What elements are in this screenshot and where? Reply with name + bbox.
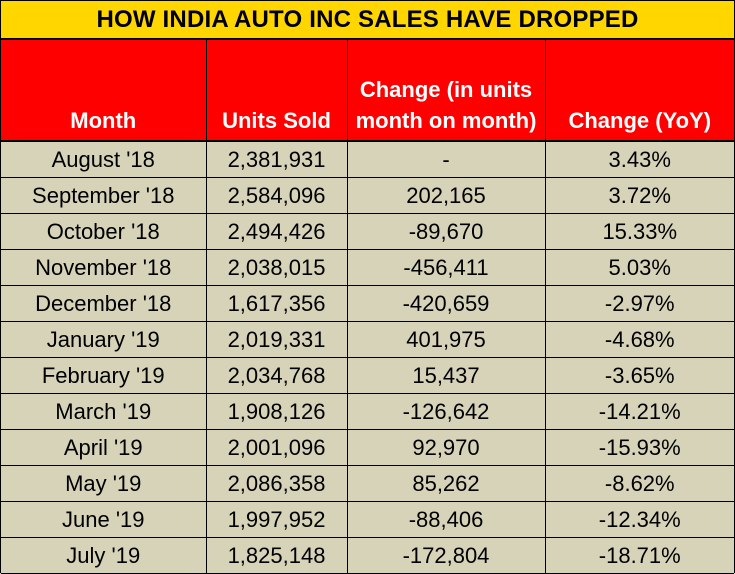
cell-change-yoy: 15.33% <box>544 213 734 250</box>
cell-units-sold: 2,494,426 <box>205 213 348 250</box>
table-body: August '18 2,381,931-3.43% September '18 2,… <box>1 140 734 574</box>
table-row: August '18 2,381,931-3.43% <box>1 140 734 178</box>
cell-change-yoy: -2.97% <box>544 285 734 322</box>
header-month: Month <box>1 40 207 142</box>
table-row: January '19 2,019,331 401,975 -4.68% <box>1 321 734 358</box>
cell-change-mom: 15,437 <box>346 357 546 394</box>
cell-change-mom: 85,262 <box>346 465 546 502</box>
cell-month: July '19 <box>1 537 207 574</box>
cell-month: August '18 <box>1 140 207 178</box>
table-row: September '18 2,584,096 202,165 3.72% <box>1 177 734 214</box>
cell-change-yoy: -12.34% <box>544 501 734 538</box>
cell-change-mom: -420,659 <box>346 285 546 322</box>
table-row: November '18 2,038,015 -456,411 5.03% <box>1 249 734 286</box>
table-row: May '19 2,086,358 85,262 -8.62% <box>1 465 734 502</box>
cell-units-sold: 1,997,952 <box>205 501 348 538</box>
cell-change-mom: 401,975 <box>346 321 546 358</box>
cell-month: March '19 <box>1 393 207 430</box>
table-row: April '19 2,001,096 92,970 -15.93% <box>1 429 734 466</box>
table-row: December '18 1,617,356 -420,659 -2.97% <box>1 285 734 322</box>
header-change-yoy: Change (YoY) <box>544 40 734 142</box>
cell-month: January '19 <box>1 321 207 358</box>
cell-change-yoy: 3.72% <box>544 177 734 214</box>
header-units-sold: Units Sold <box>205 40 348 142</box>
cell-change-mom: -88,406 <box>346 501 546 538</box>
cell-units-sold: 2,086,358 <box>205 465 348 502</box>
cell-change-yoy: -14.21% <box>544 393 734 430</box>
cell-change-yoy: 3.43% <box>544 140 734 178</box>
cell-units-sold: 2,038,015 <box>205 249 348 286</box>
cell-units-sold: 2,584,096 <box>205 177 348 214</box>
cell-month: June '19 <box>1 501 207 538</box>
cell-change-yoy: -15.93% <box>544 429 734 466</box>
cell-units-sold: 1,617,356 <box>205 285 348 322</box>
cell-month: May '19 <box>1 465 207 502</box>
cell-change-yoy: -18.71% <box>544 537 734 574</box>
cell-change-mom: -456,411 <box>346 249 546 286</box>
cell-units-sold: 2,001,096 <box>205 429 348 466</box>
cell-change-mom: -172,804 <box>346 537 546 574</box>
cell-change-yoy: -8.62% <box>544 465 734 502</box>
table-row: June '19 1,997,952 -88,406 -12.34% <box>1 501 734 538</box>
sales-table: Month Units Sold Change (in units month … <box>1 40 734 574</box>
cell-change-mom: 202,165 <box>346 177 546 214</box>
cell-month: April '19 <box>1 429 207 466</box>
chart-title: HOW INDIA AUTO INC SALES HAVE DROPPED <box>1 1 734 40</box>
cell-month: February '19 <box>1 357 207 394</box>
cell-month: October '18 <box>1 213 207 250</box>
cell-change-mom: 92,970 <box>346 429 546 466</box>
header-change-mom: Change (in units month on month) <box>346 40 546 142</box>
table-row: July '19 1,825,148 -172,804 -18.71% <box>1 537 734 574</box>
cell-change-yoy: 5.03% <box>544 249 734 286</box>
cell-units-sold: 1,825,148 <box>205 537 348 574</box>
cell-month: December '18 <box>1 285 207 322</box>
cell-units-sold: 2,381,931 <box>205 140 348 178</box>
cell-units-sold: 2,019,331 <box>205 321 348 358</box>
cell-change-yoy: -3.65% <box>544 357 734 394</box>
table-row: February '19 2,034,768 15,437 -3.65% <box>1 357 734 394</box>
header-row: Month Units Sold Change (in units month … <box>1 40 734 142</box>
cell-units-sold: 1,908,126 <box>205 393 348 430</box>
cell-month: September '18 <box>1 177 207 214</box>
table-row: March '19 1,908,126 -126,642 -14.21% <box>1 393 734 430</box>
cell-change-yoy: -4.68% <box>544 321 734 358</box>
cell-units-sold: 2,034,768 <box>205 357 348 394</box>
cell-change-mom: -126,642 <box>346 393 546 430</box>
cell-change-mom: -89,670 <box>346 213 546 250</box>
cell-month: November '18 <box>1 249 207 286</box>
cell-change-mom: - <box>346 140 546 178</box>
table-row: October '18 2,494,426 -89,670 15.33% <box>1 213 734 250</box>
